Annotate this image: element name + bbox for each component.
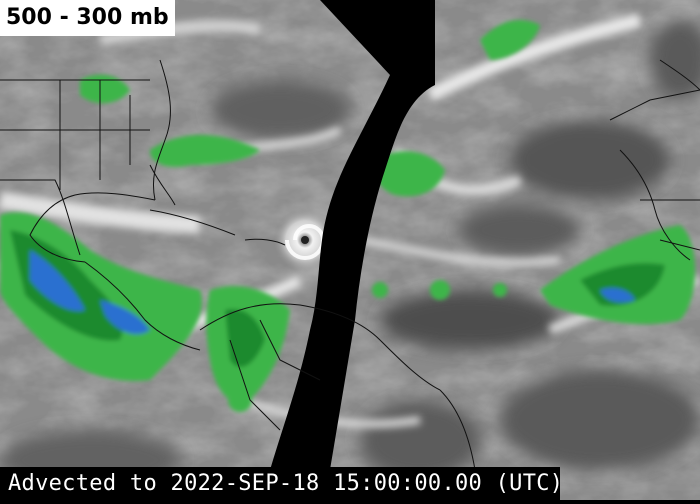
florida-coast: [149, 164, 176, 206]
south-america-coast: [199, 303, 441, 391]
europe-coast: [659, 59, 700, 91]
sa-border-1: [229, 339, 281, 431]
brazil-coast: [439, 389, 476, 471]
africa-west-coast: [619, 149, 691, 261]
timestamp-footer: Advected to 2022-SEP-18 15:00:00.00 (UTC…: [0, 467, 563, 500]
cuba-coast: [149, 209, 236, 236]
map-title: 500 - 300 mb: [0, 0, 175, 36]
high-moisture-areas: [0, 20, 695, 412]
us-east-coastline: [152, 59, 171, 201]
mexico-border: [0, 179, 81, 256]
central-america-coast: [84, 261, 201, 351]
sa-border-2: [259, 319, 321, 381]
hispaniola-coast: [244, 238, 286, 246]
africa-north-border: [609, 89, 700, 121]
no-data-gap: [270, 0, 435, 470]
africa-border-2: [659, 239, 700, 251]
gulf-coastline: [29, 192, 156, 263]
map-borders: [0, 59, 700, 471]
